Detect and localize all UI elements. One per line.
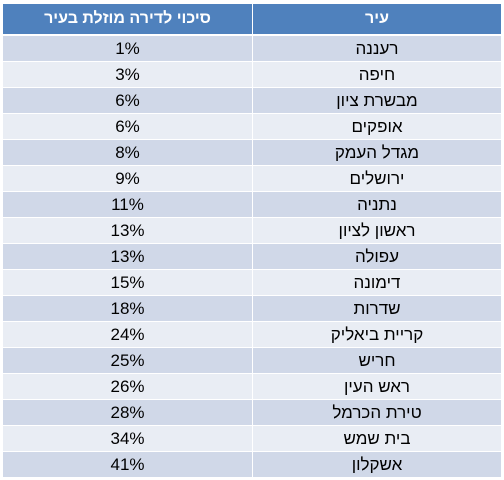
risk-cell: 8% <box>2 139 253 166</box>
risk-cell: 26% <box>2 373 253 400</box>
city-cell: נתניה <box>252 191 502 218</box>
risk-cell: 1% <box>2 34 253 62</box>
city-cell: אופקים <box>252 113 502 140</box>
city-cell: ירושלים <box>252 165 502 192</box>
table-row: נתניה 11% <box>2 191 502 218</box>
table-row: מגדל העמק 8% <box>2 139 502 166</box>
city-cell: חיפה <box>252 61 502 88</box>
table-row: מבשרת ציון 6% <box>2 87 502 114</box>
table-row: דימונה 15% <box>2 269 502 296</box>
table-row: אשקלון 41% <box>2 451 502 478</box>
table-row: אופקים 6% <box>2 113 502 140</box>
table-row: ירושלים 9% <box>2 165 502 192</box>
city-cell: אשקלון <box>252 451 502 478</box>
table-row: ראש העין 26% <box>2 373 502 400</box>
table-row: חיפה 3% <box>2 61 502 88</box>
city-cell: שדרות <box>252 295 502 322</box>
header-city: עיר <box>252 3 502 36</box>
risk-cell: 25% <box>2 347 253 374</box>
city-cell: בית שמש <box>252 425 502 452</box>
table-row: עפולה 13% <box>2 243 502 270</box>
city-cell: חריש <box>252 347 502 374</box>
city-cell: קריית ביאליק <box>252 321 502 348</box>
city-cell: מבשרת ציון <box>252 87 502 114</box>
table-row: קריית ביאליק 24% <box>2 321 502 348</box>
table-body: רעננה 1% חיפה 3% מבשרת ציון 6% אופקים 6% מגדל הע… <box>2 34 502 478</box>
city-cell: מגדל העמק <box>252 139 502 166</box>
risk-cell: 13% <box>2 217 253 244</box>
risk-cell: 24% <box>2 321 253 348</box>
risk-cell: 13% <box>2 243 253 270</box>
risk-cell: 6% <box>2 113 253 140</box>
risk-cell: 6% <box>2 87 253 114</box>
risk-cell: 41% <box>2 451 253 478</box>
city-cell: ראשון לציון <box>252 217 502 244</box>
city-cell: רעננה <box>252 34 502 62</box>
city-cell: עפולה <box>252 243 502 270</box>
risk-cell: 3% <box>2 61 253 88</box>
risk-cell: 15% <box>2 269 253 296</box>
city-cell: דימונה <box>252 269 502 296</box>
table-row: רעננה 1% <box>2 34 502 62</box>
city-risk-table: עיר סיכוי לדירה מוזלת בעיר רעננה 1% חיפה 3%… <box>2 3 502 478</box>
city-cell: ראש העין <box>252 373 502 400</box>
risk-cell: 34% <box>2 425 253 452</box>
table-header-row: עיר סיכוי לדירה מוזלת בעיר <box>2 3 502 36</box>
city-cell: טירת הכרמל <box>252 399 502 426</box>
table-row: ראשון לציון 13% <box>2 217 502 244</box>
table-row: שדרות 18% <box>2 295 502 322</box>
city-risk-table-container: עיר סיכוי לדירה מוזלת בעיר רעננה 1% חיפה 3%… <box>2 3 502 478</box>
table-row: בית שמש 34% <box>2 425 502 452</box>
risk-cell: 11% <box>2 191 253 218</box>
risk-cell: 28% <box>2 399 253 426</box>
header-risk: סיכוי לדירה מוזלת בעיר <box>2 3 253 36</box>
table-row: טירת הכרמל 28% <box>2 399 502 426</box>
risk-cell: 9% <box>2 165 253 192</box>
risk-cell: 18% <box>2 295 253 322</box>
table-row: חריש 25% <box>2 347 502 374</box>
